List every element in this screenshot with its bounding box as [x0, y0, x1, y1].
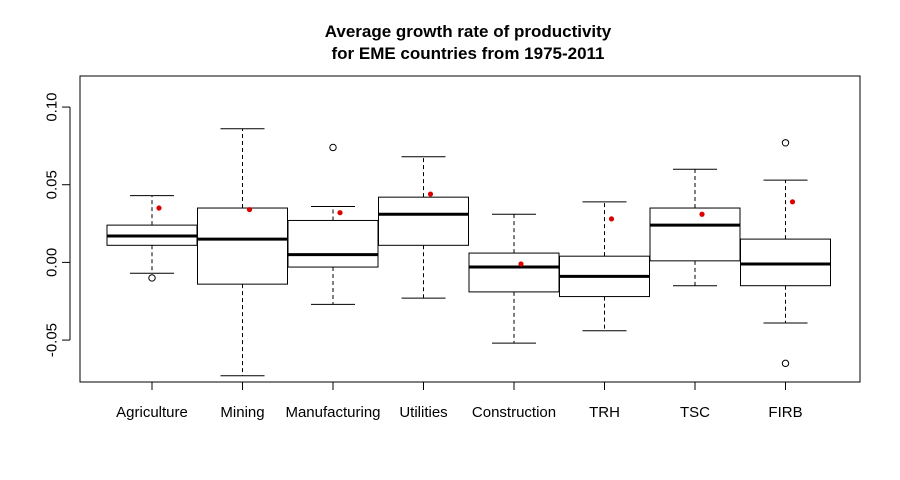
mean-point: [427, 191, 434, 197]
mean-point: [789, 199, 796, 205]
mean-point: [156, 205, 162, 211]
box-construction: [468, 213, 560, 344]
iqr-box: [740, 238, 831, 287]
mean-point: [608, 216, 615, 222]
y-tick-label: 0.00: [44, 248, 61, 277]
y-axis: -0.05 0.00 0.05 0.10: [44, 92, 71, 357]
x-tick-label: Mining: [220, 404, 264, 421]
x-tick-label: Agriculture: [116, 404, 188, 421]
box-trh: [559, 201, 650, 332]
outlier-point: [148, 274, 156, 282]
iqr-box: [649, 207, 741, 262]
x-tick-label: Utilities: [399, 404, 447, 421]
chart-title-line-1: Average growth rate of productivity: [325, 22, 612, 41]
chart-title-line-2: for EME countries from 1975-2011: [331, 44, 604, 63]
x-tick-label: TSC: [680, 404, 710, 421]
box-utilities: [378, 156, 469, 299]
box-firb: [740, 139, 831, 368]
x-tick-label: TRH: [589, 404, 620, 421]
box-manufacturing: [287, 143, 379, 305]
iqr-box: [468, 252, 560, 293]
mean-point: [518, 261, 524, 267]
outlier-point: [781, 139, 790, 147]
x-tick-label: Manufacturing: [285, 404, 380, 421]
outlier-point: [329, 143, 337, 152]
boxes-group: [106, 128, 831, 377]
y-tick-label: -0.05: [44, 323, 61, 357]
box-mining: [197, 128, 288, 377]
mean-point: [337, 210, 343, 216]
mean-point: [699, 211, 705, 217]
box-agriculture: [106, 195, 198, 282]
iqr-box: [287, 219, 379, 268]
x-axis: Agriculture Mining Manufacturing Utilities C…: [116, 381, 803, 421]
y-tick-label: 0.05: [44, 170, 61, 199]
outlier-point: [781, 359, 790, 368]
iqr-box: [197, 207, 288, 285]
y-tick-label: 0.10: [44, 92, 61, 121]
x-tick-label: Construction: [472, 404, 556, 421]
iqr-box: [378, 196, 469, 246]
mean-point: [246, 206, 253, 213]
x-tick-label: FIRB: [768, 404, 802, 421]
box-tsc: [649, 168, 741, 287]
